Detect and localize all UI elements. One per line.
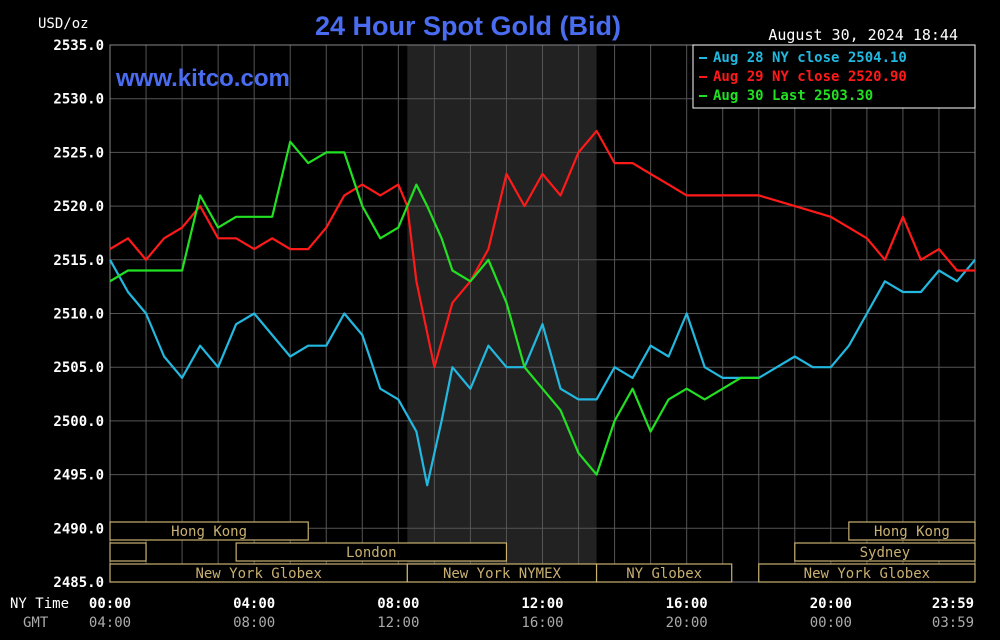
x-tick-label-gmt: 00:00	[810, 615, 852, 631]
legend-box	[692, 44, 976, 109]
chart-title: 24 Hour Spot Gold (Bid)	[315, 11, 621, 41]
legend-label: Aug 29 NY close 2520.90	[713, 69, 907, 85]
session-label: Hong Kong	[874, 524, 950, 540]
session-label: London	[346, 545, 397, 561]
session-label: New York NYMEX	[443, 566, 562, 582]
y-tick-label: 2490.0	[53, 521, 104, 537]
y-tick-label: 2525.0	[53, 145, 104, 161]
session-bar	[848, 521, 976, 541]
session-label: New York Globex	[804, 566, 930, 582]
y-tick-label: 2495.0	[53, 468, 104, 484]
price-series	[109, 129, 976, 487]
y-tick-label: 2530.0	[53, 92, 104, 108]
x-tick-label-gmt: 16:00	[521, 615, 563, 631]
x-tick-label-ny: 00:00	[89, 596, 131, 612]
watermark-url: www.kitco.com	[115, 65, 290, 92]
y-axis-label: USD/oz	[38, 16, 89, 32]
x-tick-label-gmt: 12:00	[377, 615, 419, 631]
session-bar	[235, 542, 508, 562]
x-tick-label-gmt: 04:00	[89, 615, 131, 631]
y-tick-label: 2510.0	[53, 307, 104, 323]
y-tick-label: 2520.0	[53, 199, 104, 215]
x-tick-label-ny: 04:00	[233, 596, 275, 612]
x-tick-label-ny: 23:59	[932, 596, 974, 612]
y-axis-ticks: 2535.0 2530.0 2525.0 2520.0 2515.0 2510.0 2505…	[53, 38, 104, 591]
series-line	[109, 259, 976, 487]
y-tick-label: 2515.0	[53, 253, 104, 269]
session-label: New York Globex	[195, 566, 321, 582]
ny-time-axis-name: NY Time	[10, 596, 69, 612]
session-label: Hong Kong	[171, 524, 247, 540]
y-tick-label: 2500.0	[53, 414, 104, 430]
y-tick-label: 2485.0	[53, 575, 104, 591]
session-bar	[758, 563, 976, 583]
session-label: Sydney	[860, 545, 911, 561]
x-tick-label-ny: 16:00	[666, 596, 708, 612]
x-tick-label-gmt: 20:00	[666, 615, 708, 631]
session-bar	[794, 542, 976, 562]
session-bar	[595, 563, 733, 583]
y-tick-label: 2505.0	[53, 360, 104, 376]
timestamp: August 30, 2024 18:44	[768, 26, 958, 44]
x-axis-ticks: 00:00 04:00 08:00 12:00 16:00 20:00 23:59 04:00…	[89, 596, 974, 631]
x-tick-label-ny: 08:00	[377, 596, 419, 612]
session-bars: Hong Kong Hong Kong London Sydney New York G…	[109, 521, 976, 583]
series-line	[109, 129, 975, 369]
session-bar	[109, 521, 309, 541]
session-bar	[109, 542, 147, 562]
x-tick-label-gmt: 08:00	[233, 615, 275, 631]
x-tick-label-ny: 12:00	[521, 596, 563, 612]
legend-label: Aug 30 Last 2503.30	[713, 88, 873, 104]
x-tick-label-gmt: 03:59	[932, 615, 974, 631]
legend-label: Aug 28 NY close 2504.10	[713, 50, 907, 66]
gmt-axis-name: GMT	[23, 615, 49, 631]
y-tick-label: 2535.0	[53, 38, 104, 54]
legend: Aug 28 NY close 2504.10 Aug 29 NY close 2…	[699, 50, 907, 104]
series-line	[109, 140, 759, 476]
x-tick-label-ny: 20:00	[810, 596, 852, 612]
session-label: NY Globex	[626, 566, 702, 582]
